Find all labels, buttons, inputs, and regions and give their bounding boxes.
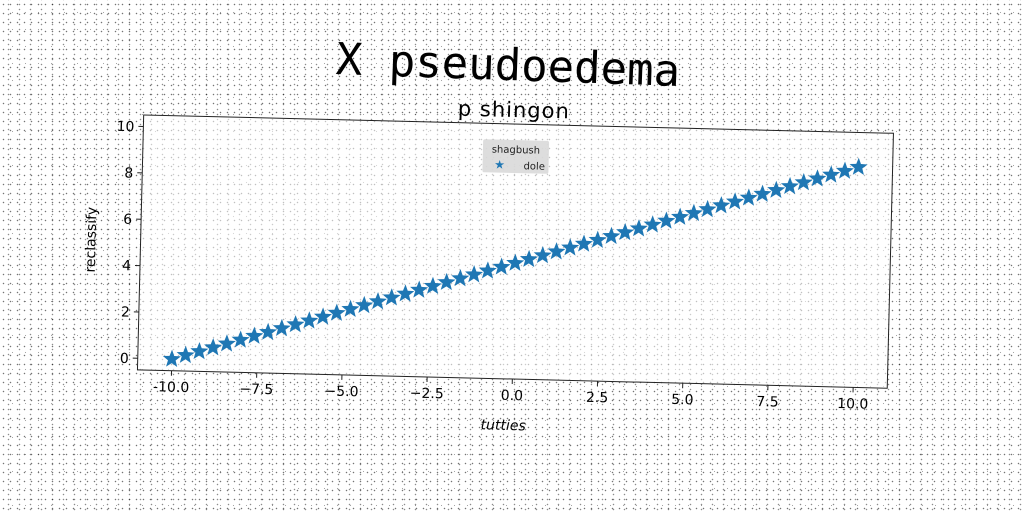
data-point xyxy=(231,330,250,348)
data-point xyxy=(506,253,525,271)
x-tick-label: 7.5 xyxy=(756,394,779,411)
data-point xyxy=(396,284,415,302)
data-point xyxy=(780,176,799,195)
legend-title: shagbush xyxy=(492,144,541,156)
x-tick-label: 10.0 xyxy=(837,396,869,413)
data-point xyxy=(313,307,332,325)
data-point xyxy=(245,326,264,344)
data-point xyxy=(561,238,580,256)
x-tick-label: 0.0 xyxy=(501,388,524,405)
y-tick-label: 8 xyxy=(124,165,133,181)
x-tick-label: -10.0 xyxy=(153,379,190,396)
data-point xyxy=(355,295,374,314)
data-point xyxy=(300,311,319,329)
legend-marker: ★ xyxy=(494,158,505,172)
data-point xyxy=(767,180,786,199)
data-point xyxy=(671,207,690,225)
data-point xyxy=(327,303,346,321)
y-tick-label: 4 xyxy=(122,258,131,274)
figure-title: X pseudoedema xyxy=(335,34,681,97)
data-point xyxy=(410,280,429,298)
x-axis-label: tutties xyxy=(480,417,526,434)
data-point xyxy=(423,276,442,295)
data-point xyxy=(588,230,607,248)
data-point xyxy=(849,157,868,176)
x-tick-label: 5.0 xyxy=(671,392,694,409)
y-axis-label: reclassify xyxy=(83,207,101,273)
y-tick-label: 2 xyxy=(121,305,130,321)
data-point xyxy=(341,299,360,318)
data-point xyxy=(684,203,703,222)
data-point xyxy=(204,338,223,356)
data-point xyxy=(437,272,456,291)
data-point xyxy=(272,318,291,337)
data-point xyxy=(478,261,497,279)
data-point xyxy=(176,345,195,364)
data-point xyxy=(162,349,181,367)
y-tick-label: 0 xyxy=(120,351,129,367)
x-tick-label: 2.5 xyxy=(586,390,609,407)
data-point xyxy=(190,341,209,360)
data-point xyxy=(258,322,278,341)
data-point xyxy=(368,292,387,310)
data-point xyxy=(629,219,648,237)
y-tick-label: 10 xyxy=(116,119,134,135)
data-point xyxy=(286,315,305,333)
data-point xyxy=(547,242,566,260)
y-tick-label: 6 xyxy=(123,212,132,228)
legend-box xyxy=(482,139,550,174)
data-point xyxy=(753,184,772,202)
data-point xyxy=(835,161,854,179)
data-point xyxy=(822,165,841,183)
legend: shagbush ★ dole xyxy=(482,139,550,174)
data-point xyxy=(382,288,401,306)
data-point xyxy=(451,269,470,287)
x-tick-label: −5.0 xyxy=(324,383,358,400)
data-point xyxy=(616,222,635,241)
chart: p shingon -10.0 −7.5 −5.0 −2.5 0.0 2.5 5.0 7.5 1… xyxy=(83,97,894,434)
data-point xyxy=(698,199,717,218)
legend-entry-dole: dole xyxy=(523,161,545,173)
data-point xyxy=(794,173,813,191)
series-dole xyxy=(162,157,868,367)
data-point xyxy=(725,192,745,210)
data-point xyxy=(643,215,662,233)
data-point xyxy=(519,249,539,268)
data-point xyxy=(492,257,511,275)
chart-title: p shingon xyxy=(458,97,570,124)
data-point xyxy=(533,245,552,264)
data-point xyxy=(808,169,827,187)
data-point xyxy=(739,188,758,206)
data-point xyxy=(217,334,236,352)
data-point xyxy=(574,234,593,252)
data-point xyxy=(712,196,731,214)
axis-ticks: -10.0 −7.5 −5.0 −2.5 0.0 2.5 5.0 7.5 10.0 0 2 4 6 8 10 xyxy=(116,119,869,413)
data-point xyxy=(465,265,484,283)
data-point xyxy=(657,211,676,229)
x-tick-label: −7.5 xyxy=(239,381,273,398)
data-point xyxy=(602,226,621,245)
x-tick-label: −2.5 xyxy=(410,386,444,403)
